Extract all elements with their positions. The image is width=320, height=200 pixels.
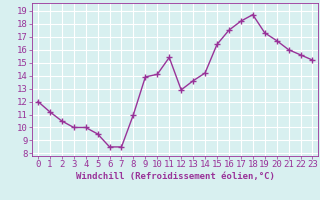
X-axis label: Windchill (Refroidissement éolien,°C): Windchill (Refroidissement éolien,°C) <box>76 172 275 181</box>
